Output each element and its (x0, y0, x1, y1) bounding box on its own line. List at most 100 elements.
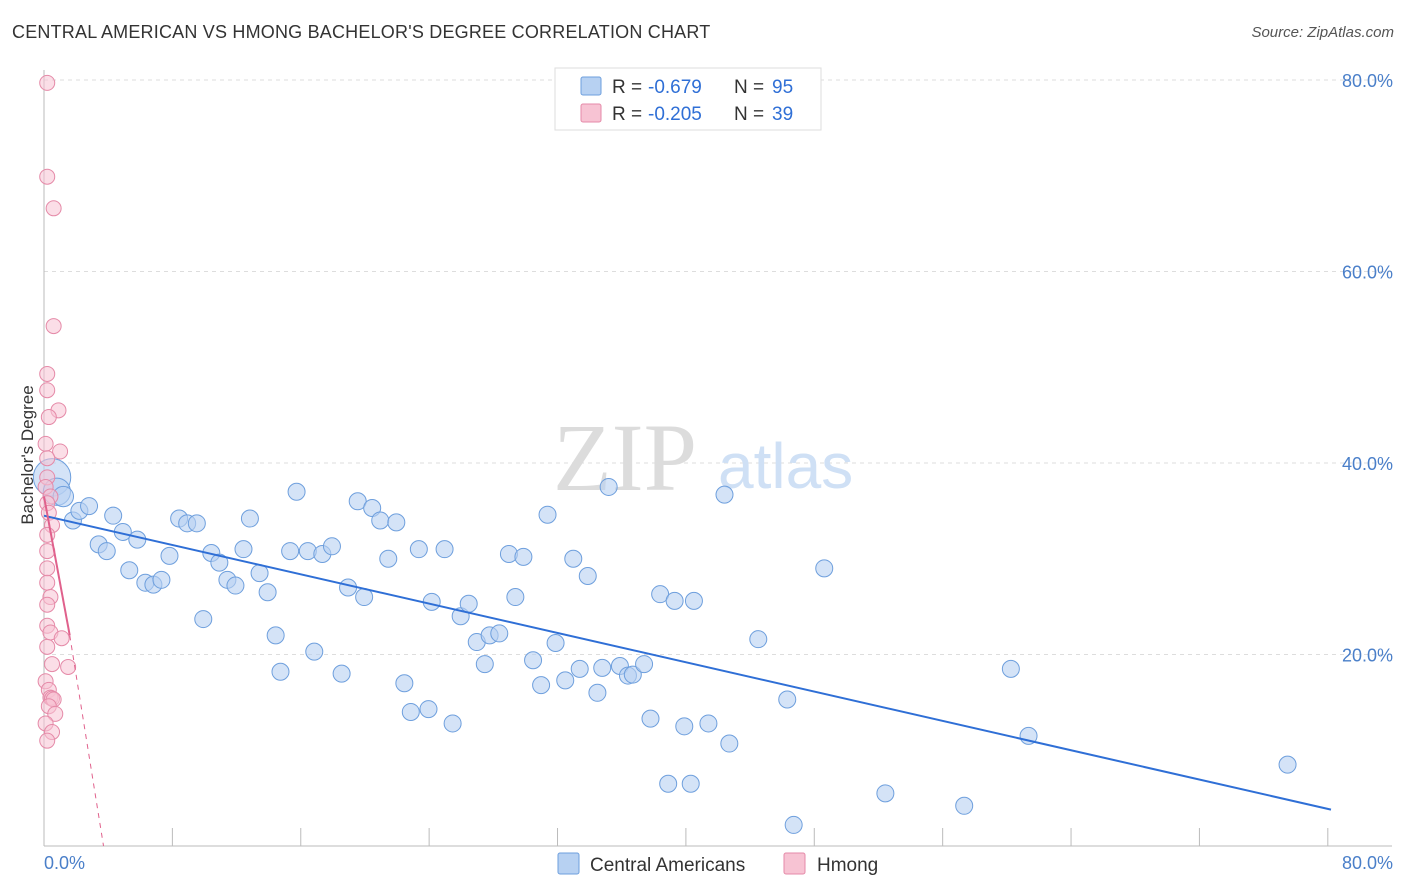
point-central-americans-29 (271, 662, 290, 681)
point-central-americans-43 (387, 513, 406, 532)
point-hmong-9 (52, 443, 69, 460)
y-tick-label-0: 20.0% (1342, 646, 1393, 666)
point-hmong-3 (45, 318, 62, 335)
y-axis-title: Bachelor's Degree (18, 385, 37, 524)
point-central-americans-14 (152, 570, 171, 589)
point-central-americans-84 (720, 734, 739, 753)
point-central-americans-35 (322, 537, 341, 556)
chart-title: CENTRAL AMERICAN VS HMONG BACHELOR'S DEG… (12, 22, 711, 42)
point-central-americans-50 (443, 714, 462, 733)
point-central-americans-54 (475, 655, 494, 674)
point-central-americans-90 (955, 796, 974, 815)
point-hmong-27 (44, 656, 61, 673)
point-central-americans-23 (226, 576, 245, 595)
stats-n-label-1: N = (734, 77, 764, 98)
point-central-americans-56 (490, 624, 509, 643)
x-tick-label-0: 0.0% (44, 853, 85, 873)
trend-lines (43, 496, 1332, 847)
point-central-americans-64 (556, 671, 575, 690)
point-central-americans-49 (435, 540, 454, 559)
point-hmong-26 (39, 638, 56, 655)
stats-legend: R = -0.679 N = 95 R = -0.205 N = 39 (554, 67, 822, 131)
point-central-americans-93 (1278, 755, 1297, 774)
legend-swatch-central-americans (557, 852, 580, 875)
point-central-americans-30 (281, 542, 300, 561)
point-central-americans-59 (514, 547, 533, 566)
point-hmong-0 (39, 74, 56, 91)
point-hmong-1 (39, 168, 56, 185)
point-hmong-25 (53, 630, 70, 647)
point-central-americans-42 (379, 549, 398, 568)
point-hmong-20 (39, 574, 56, 591)
point-hmong-35 (47, 705, 64, 722)
point-central-americans-85 (749, 630, 768, 649)
series-legend: Central Americans Hmong (557, 852, 878, 876)
point-central-americans-27 (258, 583, 277, 602)
point-central-americans-61 (532, 676, 551, 695)
point-central-americans-21 (210, 553, 229, 572)
point-hmong-5 (39, 382, 56, 399)
data-points (32, 74, 1297, 834)
point-hmong-19 (39, 560, 56, 577)
trend-line-hmong-extension (69, 635, 105, 847)
point-central-americans-65 (564, 549, 583, 568)
stats-legend-swatch-pink (580, 103, 602, 123)
stats-n-value-1: 95 (772, 77, 793, 98)
point-central-americans-88 (815, 559, 834, 578)
point-hmong-38 (39, 732, 56, 749)
source-label: Source: ZipAtlas.com (1251, 24, 1394, 41)
point-central-americans-46 (409, 540, 428, 559)
point-central-americans-33 (305, 642, 324, 661)
watermark-atlas: atlas (718, 430, 853, 502)
point-central-americans-11 (120, 561, 139, 580)
stats-r-value-2: -0.205 (648, 104, 702, 125)
point-central-americans-62 (538, 505, 557, 524)
point-central-americans-77 (659, 774, 678, 793)
point-central-americans-15 (160, 546, 179, 565)
x-tick-labels: 0.0% 80.0% (44, 853, 1393, 873)
point-central-americans-25 (240, 509, 259, 528)
stats-n-label-2: N = (734, 104, 764, 125)
point-hmong-10 (39, 450, 56, 467)
point-hmong-8 (37, 435, 54, 452)
point-central-americans-73 (623, 665, 642, 684)
point-central-americans-60 (524, 651, 543, 670)
point-central-americans-58 (506, 588, 525, 607)
point-central-americans-69 (593, 658, 612, 677)
point-hmong-28 (60, 658, 77, 675)
point-central-americans-66 (570, 659, 589, 678)
point-central-americans-19 (194, 610, 213, 629)
point-central-americans-87 (784, 815, 803, 834)
y-tick-label-1: 40.0% (1342, 454, 1393, 474)
point-central-americans-52 (459, 594, 478, 613)
point-central-americans-89 (876, 784, 895, 803)
point-central-americans-70 (599, 477, 618, 496)
point-hmong-2 (45, 200, 62, 217)
point-hmong-22 (39, 596, 56, 613)
legend-swatch-hmong (783, 852, 806, 875)
legend-label-central-americans: Central Americans (590, 855, 745, 876)
trend-line-hmong (43, 496, 71, 636)
y-tick-label-2: 60.0% (1342, 263, 1393, 283)
y-tick-labels: 20.0% 40.0% 60.0% 80.0% (1342, 71, 1393, 666)
stats-r-label-2: R = (612, 104, 642, 125)
stats-r-label-1: R = (612, 77, 642, 98)
stats-legend-swatch-blue (580, 76, 602, 96)
point-central-americans-78 (665, 591, 684, 610)
point-central-americans-68 (588, 683, 607, 702)
watermark: ZIP atlas (553, 404, 853, 511)
trend-line-central-americans (43, 514, 1332, 811)
point-central-americans-91 (1001, 659, 1020, 678)
point-central-americans-81 (684, 591, 703, 610)
point-central-americans-18 (187, 514, 206, 533)
point-central-americans-31 (287, 482, 306, 501)
point-central-americans-86 (778, 690, 797, 709)
point-hmong-4 (39, 365, 56, 382)
point-central-americans-10 (128, 530, 147, 549)
point-central-americans-74 (635, 655, 654, 674)
grid-lines (44, 79, 1392, 655)
point-central-americans-41 (371, 511, 390, 530)
point-central-americans-47 (419, 700, 438, 719)
point-central-americans-45 (401, 702, 420, 721)
